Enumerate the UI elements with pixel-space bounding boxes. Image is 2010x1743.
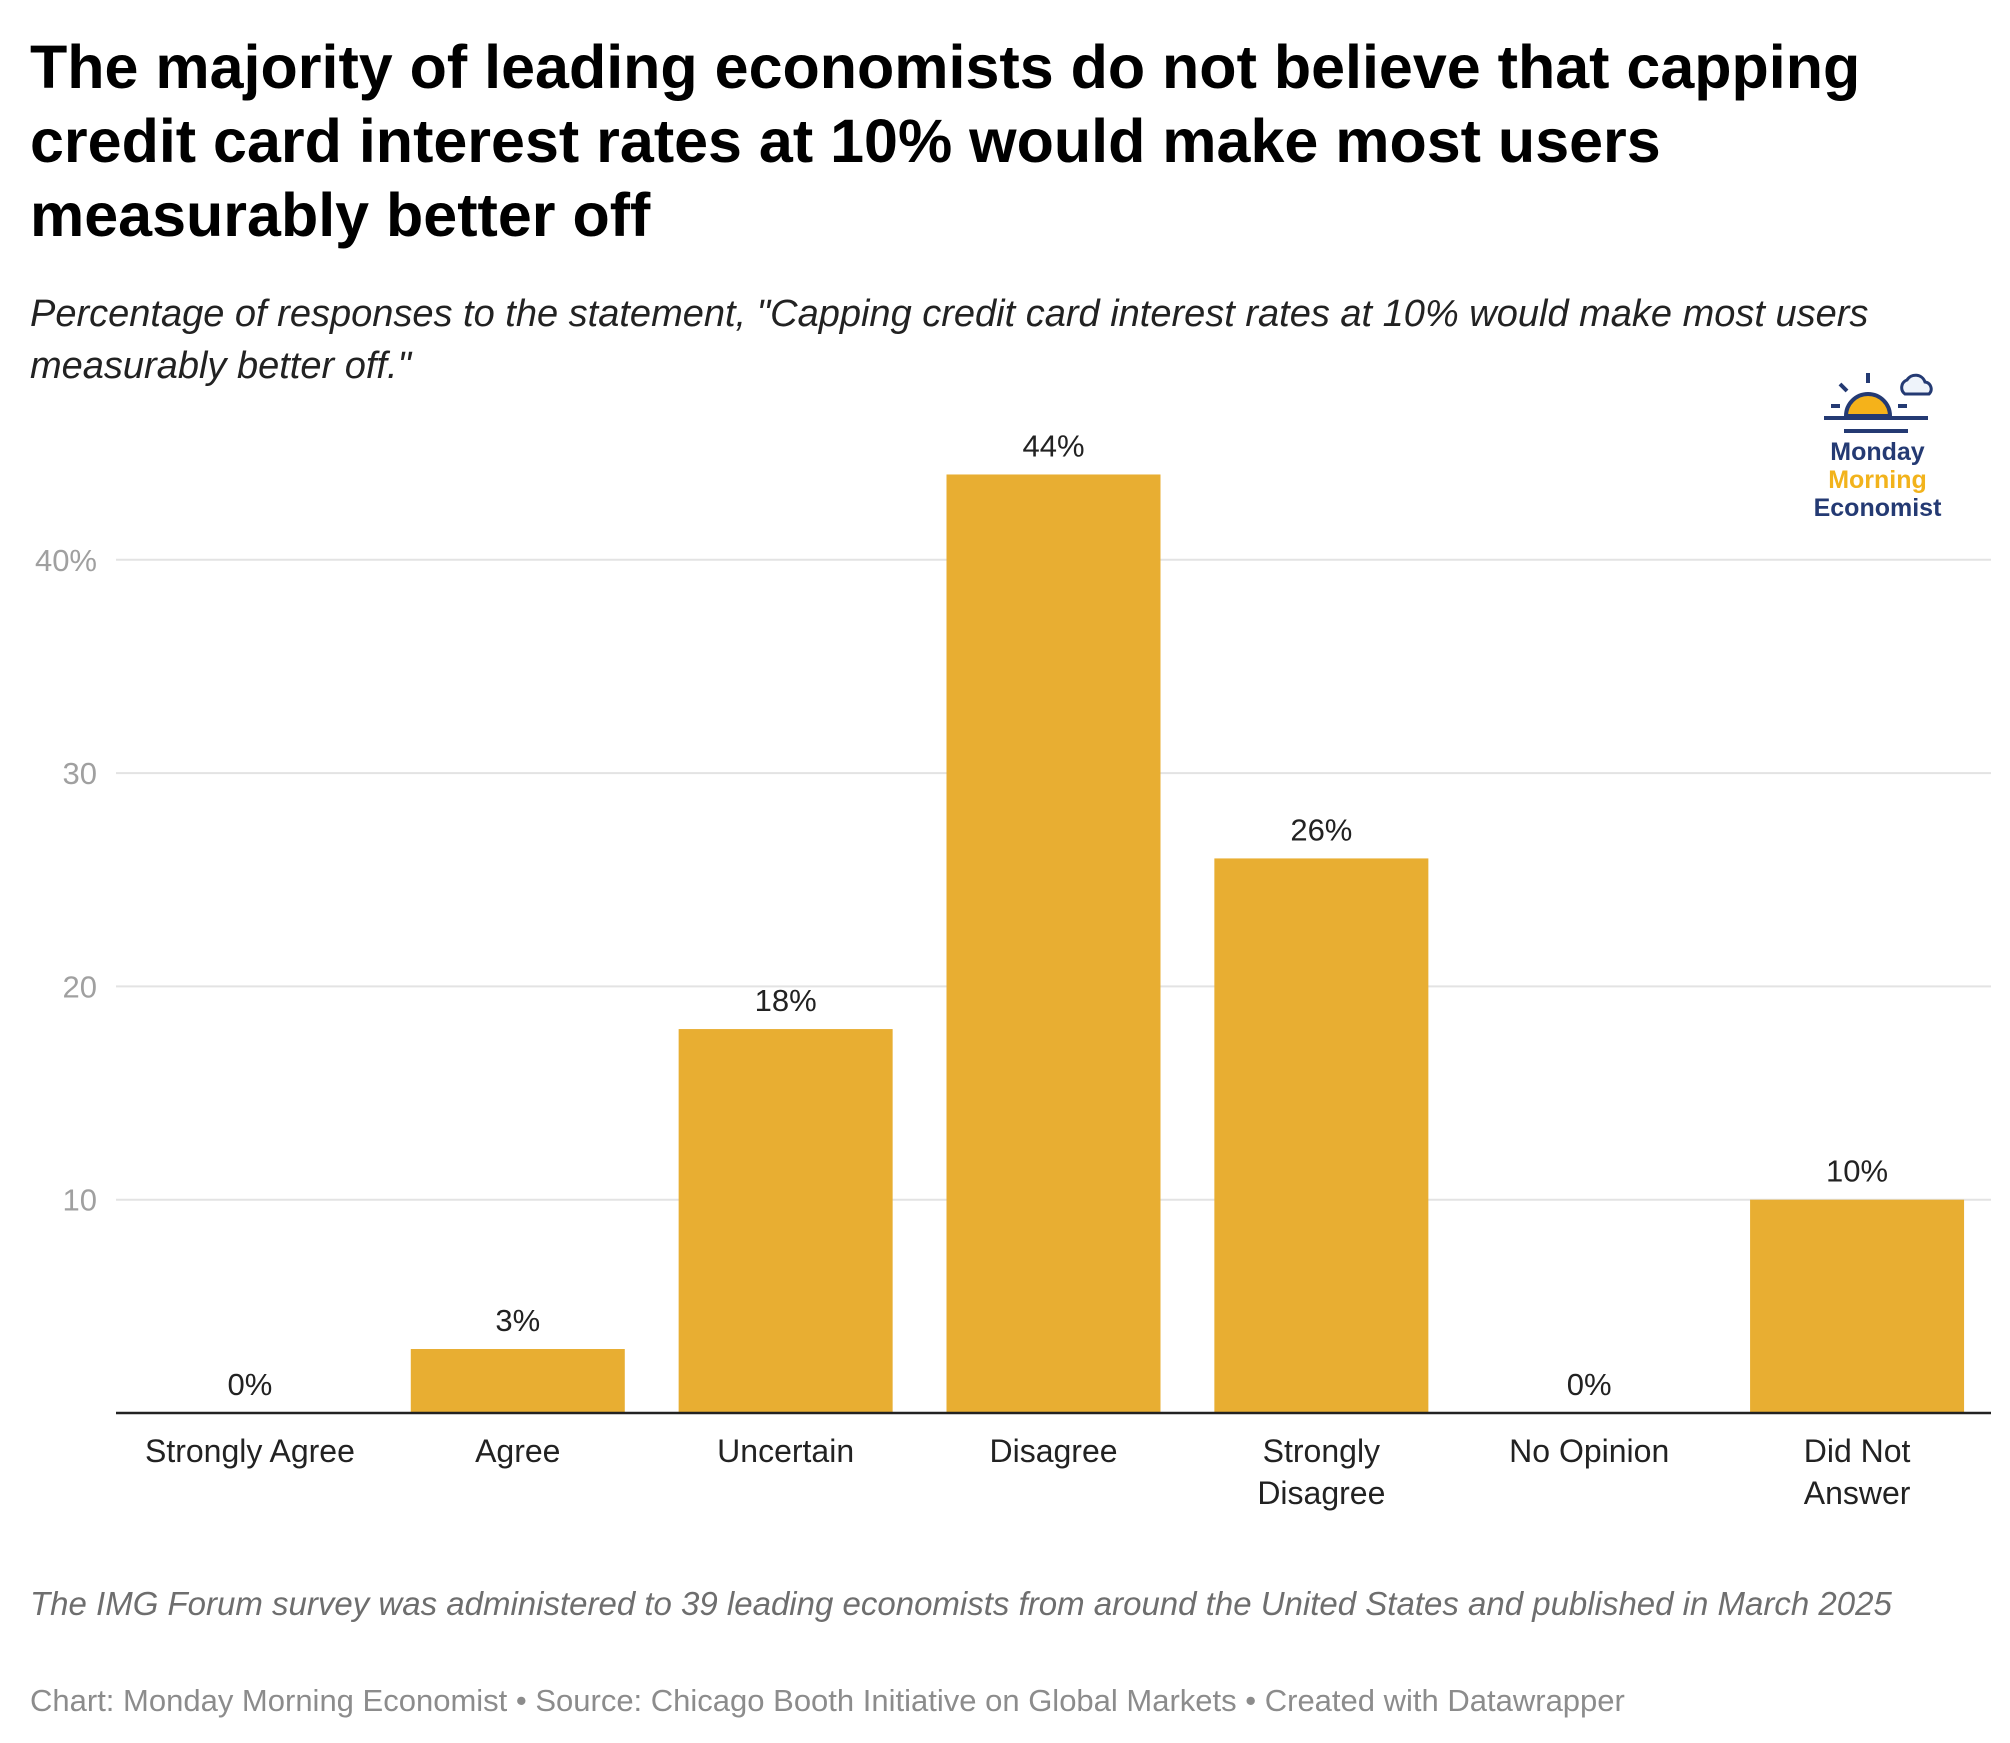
x-tick-label: Strongly Agree xyxy=(145,1433,355,1469)
value-label: 18% xyxy=(755,983,817,1018)
bar xyxy=(946,474,1161,1414)
x-tick-label: Answer xyxy=(1804,1475,1911,1511)
bar xyxy=(410,1349,625,1413)
source-line: Chart: Monday Morning Economist • Source… xyxy=(30,1683,1625,1718)
x-tick-label: Did Not xyxy=(1804,1433,1911,1469)
chart-subtitle: Percentage of responses to the statement… xyxy=(30,293,1869,387)
x-tick-label: Disagree xyxy=(1257,1475,1385,1511)
y-tick-label: 40% xyxy=(35,543,97,578)
x-tick-label: Strongly xyxy=(1263,1433,1380,1469)
value-label: 0% xyxy=(228,1367,273,1402)
value-label: 44% xyxy=(1022,428,1084,463)
logo-text-morning: Morning xyxy=(1828,466,1927,494)
x-tick-label: Agree xyxy=(475,1433,560,1469)
logo-text-economist: Economist xyxy=(1813,494,1942,522)
bar xyxy=(1214,858,1429,1413)
value-label: 10% xyxy=(1826,1154,1888,1189)
y-tick-label: 30 xyxy=(63,756,97,791)
x-tick-label: No Opinion xyxy=(1509,1433,1669,1469)
brand-logo: Monday Morning Economist xyxy=(1805,368,1950,522)
value-label: 0% xyxy=(1567,1367,1612,1402)
y-tick-label: 20 xyxy=(63,969,97,1004)
chart-title: The majority of leading economists do no… xyxy=(30,33,1861,249)
sunrise-icon xyxy=(1823,373,1933,433)
logo-text-monday: Monday xyxy=(1830,438,1925,466)
bar xyxy=(678,1029,893,1413)
value-label: 26% xyxy=(1290,812,1352,847)
x-tick-label: Disagree xyxy=(989,1433,1117,1469)
x-tick-label: Uncertain xyxy=(717,1433,854,1469)
bar xyxy=(1750,1199,1965,1413)
footnote: The IMG Forum survey was administered to… xyxy=(30,1585,1892,1622)
value-label: 3% xyxy=(495,1303,540,1338)
y-tick-label: 10 xyxy=(63,1183,97,1218)
